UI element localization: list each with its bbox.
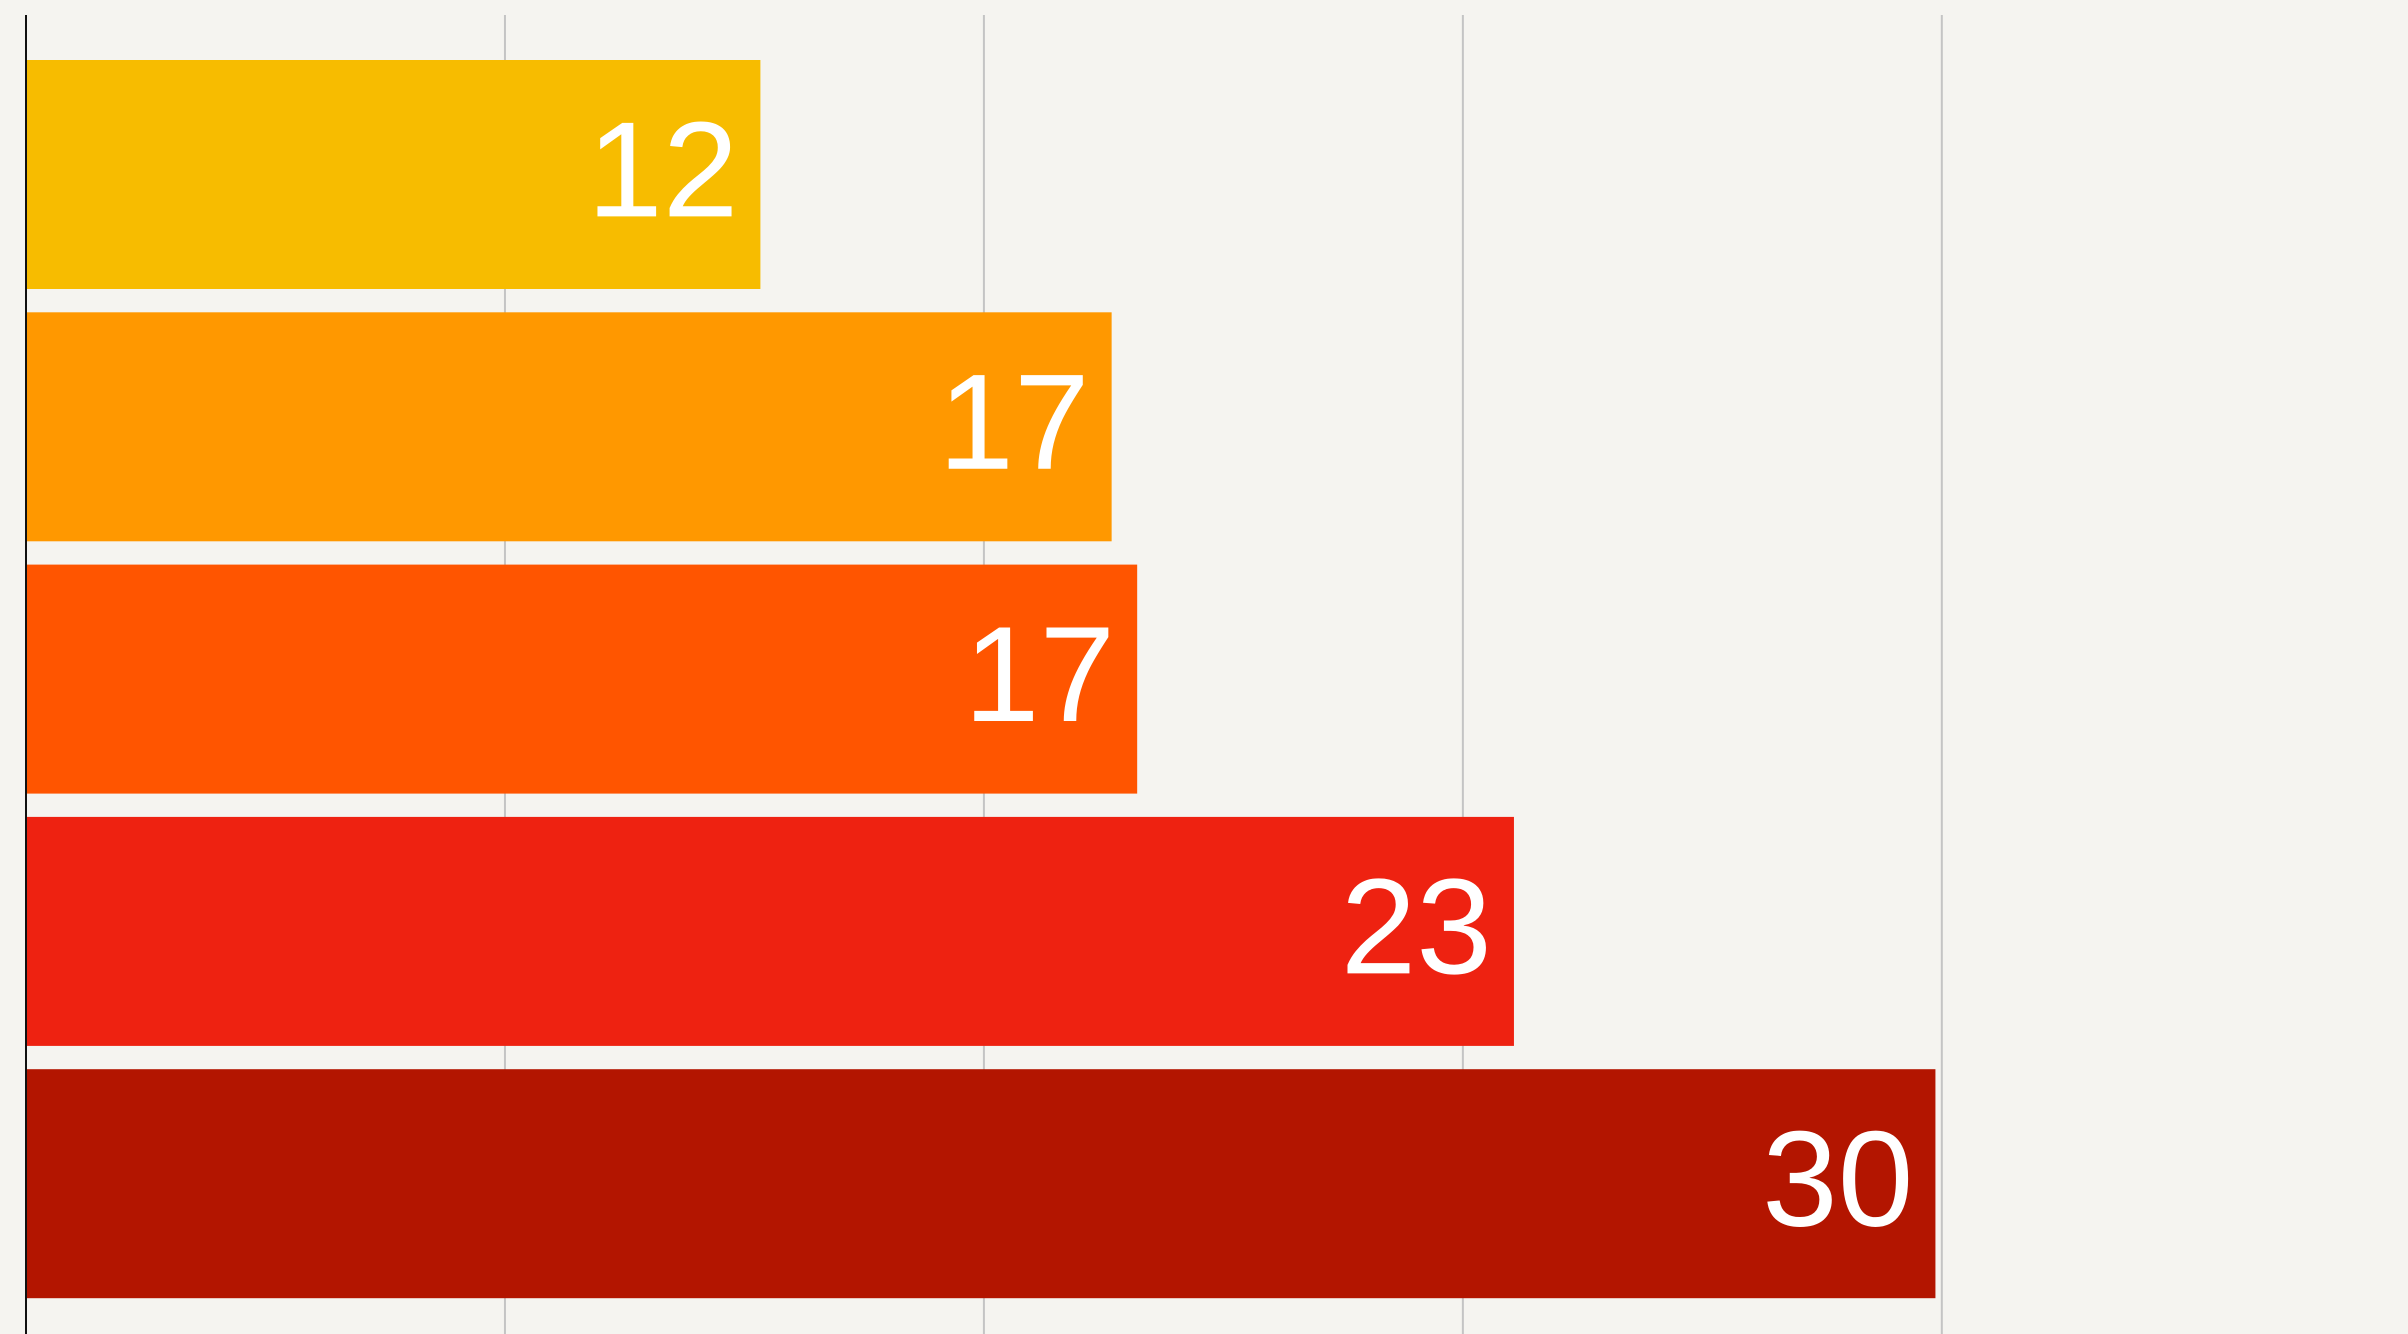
bar (26, 60, 761, 289)
bar (26, 816, 1514, 1046)
bar (26, 564, 1138, 794)
value-label: 23 (1341, 850, 1492, 1002)
value-label: 17 (938, 346, 1089, 498)
value-label: 12 (587, 93, 738, 245)
value-label: 17 (964, 598, 1115, 750)
bar (26, 1069, 1936, 1299)
value-label: 30 (1762, 1103, 1913, 1255)
bar (26, 312, 1112, 542)
